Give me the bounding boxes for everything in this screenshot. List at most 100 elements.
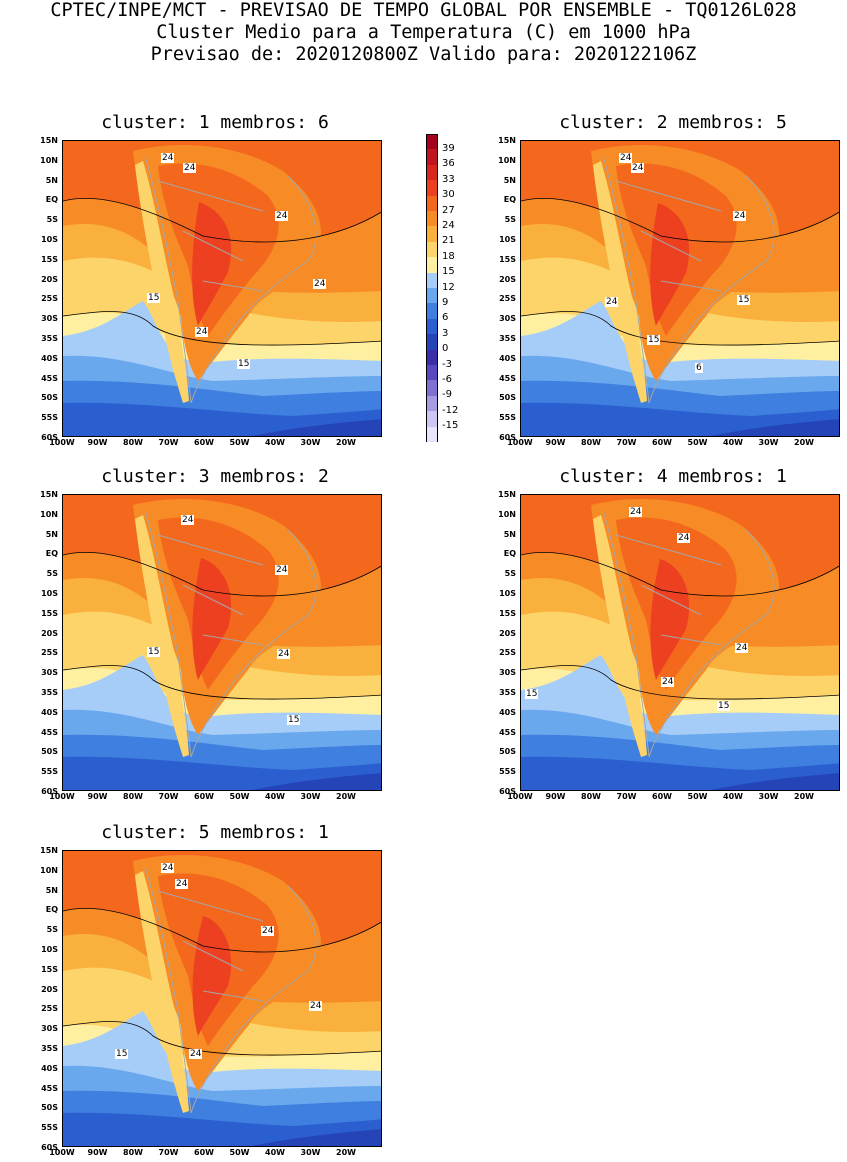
legend-level-label: 30 <box>442 189 455 201</box>
map-canvas <box>521 495 839 790</box>
contour-label: 24 <box>275 211 289 221</box>
legend-swatch <box>426 426 438 442</box>
contour-label: 24 <box>605 297 619 307</box>
longitude-tick-label: 60W <box>194 792 214 801</box>
longitude-tick-label: 30W <box>758 438 779 447</box>
latitude-tick-label: 25S <box>41 1004 58 1014</box>
latitude-tick-label: 45S <box>41 1083 58 1093</box>
latitude-tick-label: 30S <box>41 314 58 324</box>
longitude-tick-label: 90W <box>545 438 566 447</box>
legend-level-label: 3 <box>442 327 449 339</box>
contour-label: 24 <box>183 163 197 173</box>
longitude-tick-label: 80W <box>123 438 143 447</box>
longitude-tick-label: 60W <box>652 438 672 447</box>
latitude-tick-label: 10N <box>40 155 58 165</box>
color-legend: 39 36 33 30 27 24 21 18 15 12 9 6 3 0 -3 -6 -9 -12 -15 <box>426 134 476 444</box>
latitude-tick-label: 10N <box>498 155 516 165</box>
continent-hot-core <box>192 558 232 680</box>
legend-level-label: 15 <box>442 266 455 278</box>
legend-swatch <box>426 257 438 273</box>
latitude-tick-label: 25S <box>499 648 516 658</box>
coastline <box>602 509 775 758</box>
latitude-tick-label: 20S <box>41 274 58 284</box>
latitude-tick-label: 15S <box>41 254 58 264</box>
latitude-tick-label: 20S <box>41 984 58 994</box>
longitude-tick-label: 90W <box>545 792 566 801</box>
latitude-tick-label: 5S <box>504 215 516 225</box>
panel-title: cluster: 2 membros: 5 <box>559 112 787 133</box>
latitude-tick-label: 55S <box>499 767 516 777</box>
legend-swatch <box>426 149 438 165</box>
latitude-tick-label: 15S <box>41 964 58 974</box>
latitude-tick-label: 10S <box>41 235 58 244</box>
legend-level-label: 24 <box>442 220 455 231</box>
isotherm-band-0 <box>710 773 839 790</box>
isotherm-contours <box>63 908 381 1056</box>
header-subtitle: Cluster Medio para a Temperatura (C) em … <box>156 22 691 43</box>
latitude-tick-label: 35S <box>499 334 516 343</box>
legend-swatch <box>426 134 438 150</box>
contour-label: 24 <box>733 211 747 221</box>
latitude-tick-label: 20S <box>499 628 516 638</box>
andes-cool-strip <box>593 515 647 757</box>
latitude-tick-label: 60S <box>41 787 58 796</box>
legend-level-label: -6 <box>442 374 452 385</box>
coastline <box>144 155 317 404</box>
legend-level-label: 36 <box>442 158 455 170</box>
legend-level-label: 39 <box>442 143 455 154</box>
contour-label: 24 <box>261 926 275 936</box>
longitude-tick-label: 20W <box>794 438 814 447</box>
panel-title: cluster: 5 membros: 1 <box>101 822 329 843</box>
latitude-tick-label: 40S <box>41 707 58 717</box>
panel-title: cluster: 3 membros: 2 <box>101 466 329 487</box>
longitude-tick-label: 50W <box>229 1148 250 1157</box>
contour-label: 15 <box>147 293 161 303</box>
latitude-tick-label: EQ <box>503 549 516 559</box>
contour-label: 24 <box>161 153 175 163</box>
longitude-tick-label: 60W <box>194 1148 214 1157</box>
legend-swatch <box>426 318 438 335</box>
legend-level-label: 33 <box>442 173 455 185</box>
map-canvas <box>63 141 381 436</box>
panel-title: cluster: 1 membros: 6 <box>101 112 329 133</box>
contour-label: 24 <box>189 1049 203 1059</box>
longitude-tick-label: 20W <box>336 438 356 447</box>
legend-level-label: -9 <box>442 389 452 401</box>
contour-label: 15 <box>647 335 661 345</box>
legend-level-label: 27 <box>442 204 455 216</box>
longitude-tick-label: 100W <box>49 438 75 447</box>
latitude-tick-label: 10N <box>498 509 516 519</box>
latitude-tick-label: 35S <box>41 1044 58 1053</box>
latitude-tick-label: 50S <box>499 747 516 757</box>
contour-label: 24 <box>277 649 291 659</box>
latitude-tick-label: 10S <box>499 589 516 598</box>
longitude-tick-label: 40W <box>265 438 285 447</box>
legend-swatch <box>426 303 438 319</box>
latitude-tick-label: 10N <box>40 865 58 875</box>
longitude-tick-label: 20W <box>336 1148 356 1157</box>
longitude-tick-label: 70W <box>616 438 637 447</box>
legend-level-label: -12 <box>442 404 459 416</box>
latitude-tick-label: 15N <box>40 846 58 855</box>
longitude-tick-label: 50W <box>229 792 250 801</box>
andes-cool-strip <box>593 161 647 403</box>
panel-title: cluster: 4 membros: 1 <box>559 466 787 487</box>
latitude-tick-label: 15S <box>41 608 58 618</box>
contour-label: 24 <box>195 327 209 337</box>
longitude-tick-label: 100W <box>49 1148 75 1157</box>
isotherm-contours <box>521 552 839 700</box>
longitude-tick-label: 30W <box>300 1148 321 1157</box>
contour-label: 24 <box>735 643 749 653</box>
latitude-tick-label: 10S <box>41 945 58 954</box>
latitude-tick-label: 55S <box>41 413 58 423</box>
latitude-tick-label: 40S <box>41 353 58 363</box>
latitude-tick-label: 55S <box>41 1123 58 1133</box>
longitude-tick-label: 70W <box>616 792 637 801</box>
latitude-tick-label: 45S <box>499 373 516 383</box>
continent-hot-core <box>192 202 232 326</box>
latitude-tick-label: 50S <box>41 393 58 403</box>
latitude-tick-label: 45S <box>499 727 516 737</box>
isotherm-band-0 <box>252 1129 381 1146</box>
legend-swatch <box>426 164 438 181</box>
longitude-tick-label: 80W <box>581 438 601 447</box>
